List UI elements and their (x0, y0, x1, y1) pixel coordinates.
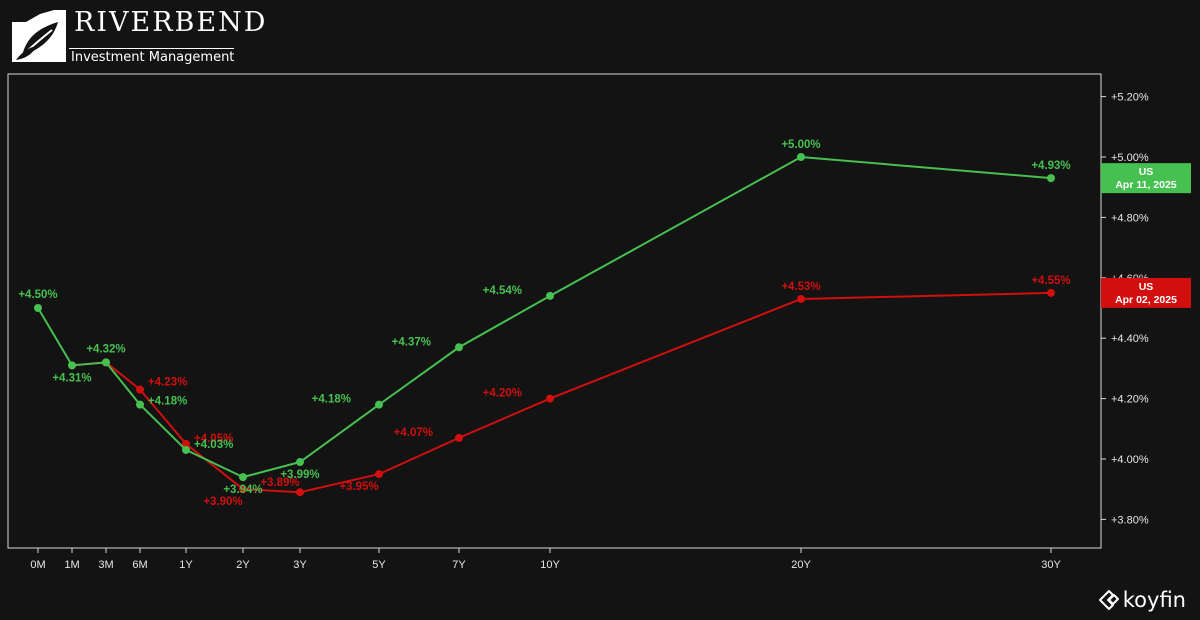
x-tick-label: 3M (98, 559, 113, 571)
brand-name: RIVERBEND (74, 7, 268, 38)
x-tick-label: 7Y (452, 559, 466, 571)
series-line (37, 155, 1052, 479)
data-labels: +4.23% +4.05% +3.90% +3.89% +3.95% +4.07% +4.2… (18, 139, 1070, 508)
data-point (182, 439, 190, 448)
data-point (34, 304, 42, 312)
series-layer (34, 153, 1055, 497)
data-label: +4.18% (148, 396, 187, 408)
data-label: +4.37% (392, 336, 431, 348)
x-tick-label: 3Y (293, 559, 307, 571)
data-label: +3.89% (260, 477, 299, 489)
plot-frame (7, 73, 1102, 549)
data-point (546, 394, 554, 403)
x-axis: 0M 1M 3M 6M 1Y 2Y 3Y 5Y 7Y 10Y 20Y 30Y (30, 548, 1061, 571)
data-label: +4.53% (781, 281, 820, 293)
y-tick-label: +5.00% (1111, 152, 1149, 164)
data-label: +3.99% (280, 469, 319, 481)
koyfin-watermark: koyfin (1098, 588, 1186, 612)
data-point (375, 400, 383, 409)
legend-tag-bg (1101, 163, 1191, 194)
y-tick-label: +4.20% (1111, 394, 1149, 406)
data-point (239, 485, 247, 494)
brand-logo: RIVERBEND Investment Management (8, 7, 265, 68)
data-point (1047, 174, 1055, 183)
data-label: +3.95% (339, 481, 378, 493)
leaf-shield-icon (12, 10, 66, 62)
x-tick-label: 10Y (540, 559, 560, 571)
data-label: +4.50% (18, 289, 57, 301)
series-line (71, 291, 1052, 494)
data-label: +4.32% (86, 343, 125, 355)
data-point (375, 470, 383, 479)
data-label: +4.03% (194, 439, 233, 451)
y-axis: +3.80%+4.00%+4.20%+4.40%+4.60%+4.80%+5.0… (1101, 92, 1149, 526)
data-label: +3.90% (203, 496, 242, 508)
data-point (546, 291, 554, 300)
y-tick-label: +5.20% (1111, 92, 1149, 104)
data-label: +5.00% (781, 139, 820, 151)
brand-tagline: Investment Management (69, 48, 235, 65)
koyfin-text: koyfin (1122, 588, 1186, 612)
data-label: +4.07% (394, 427, 433, 439)
koyfin-logo-icon (1098, 590, 1119, 610)
data-point (455, 433, 463, 442)
data-point (296, 458, 304, 467)
data-label: +4.55% (1031, 275, 1070, 287)
x-tick-label: 2Y (236, 559, 250, 571)
legend-line2: Apr 11, 2025 (1115, 179, 1176, 191)
y-tick-label: +4.80% (1111, 212, 1149, 224)
data-label: +4.31% (52, 372, 91, 384)
data-point (797, 153, 805, 161)
data-point (1047, 288, 1055, 297)
y-tick-label: +4.00% (1111, 454, 1149, 466)
data-label: +4.05% (194, 433, 233, 445)
x-tick-label: 20Y (791, 559, 811, 571)
legend-line1: US (1139, 166, 1154, 178)
data-label: +3.94% (223, 484, 262, 496)
y-tick-label: +4.40% (1111, 333, 1149, 345)
data-label: +4.23% (148, 377, 187, 389)
data-point (136, 385, 144, 394)
data-label: +4.54% (483, 285, 522, 297)
data-point (455, 343, 463, 352)
x-tick-label: 6M (132, 559, 147, 571)
data-point (102, 358, 110, 367)
x-tick-label: 5Y (372, 559, 386, 571)
x-tick-label: 1Y (179, 559, 193, 571)
data-point (68, 361, 76, 370)
legend-line2: Apr 02, 2025 (1115, 294, 1177, 306)
data-point (296, 488, 304, 497)
data-point (136, 400, 144, 409)
data-label: +4.93% (1031, 160, 1070, 172)
data-point (182, 445, 190, 454)
data-point (239, 473, 247, 482)
y-tick-label: +3.80% (1111, 514, 1149, 526)
legend-line1: US (1139, 281, 1154, 293)
x-tick-label: 0M (30, 559, 45, 571)
x-tick-label: 1M (64, 559, 79, 571)
data-point (797, 294, 805, 303)
data-label: +4.18% (312, 394, 351, 406)
x-tick-label: 30Y (1041, 559, 1061, 571)
data-label: +4.20% (483, 388, 522, 400)
legend-tag-bg (1101, 277, 1191, 308)
